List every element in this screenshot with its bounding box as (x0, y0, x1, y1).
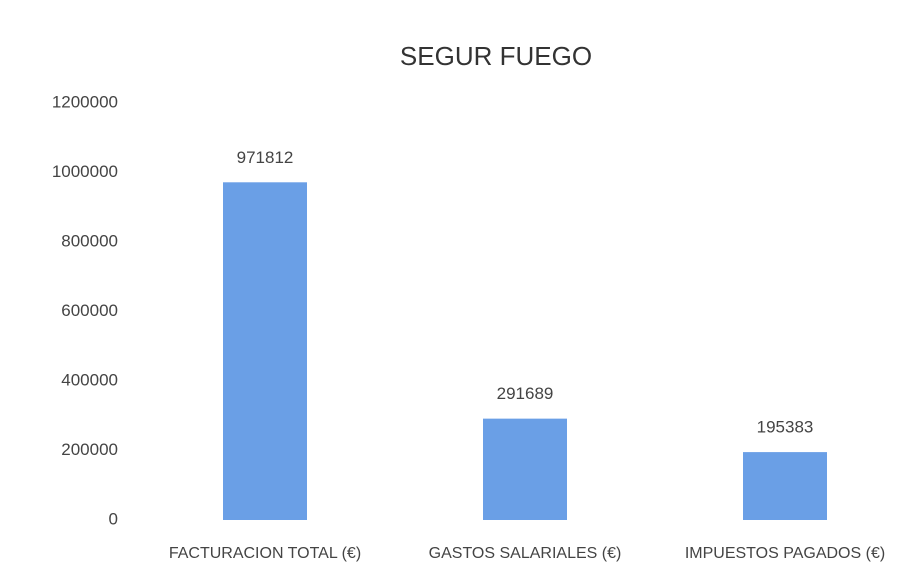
data-label: 291689 (497, 384, 554, 403)
bar (483, 418, 567, 520)
bar (223, 182, 307, 520)
y-tick-label: 1200000 (52, 92, 118, 111)
y-tick-label: 800000 (61, 231, 118, 250)
y-tick-label: 600000 (61, 301, 118, 320)
y-tick-label: 200000 (61, 440, 118, 459)
bar (743, 452, 827, 520)
x-tick-label: GASTOS SALARIALES (€) (429, 545, 622, 562)
y-tick-label: 0 (109, 509, 118, 528)
y-tick-label: 1000000 (52, 162, 118, 181)
data-label: 971812 (237, 148, 294, 167)
chart-title: SEGUR FUEGO (400, 41, 592, 71)
y-tick-label: 400000 (61, 370, 118, 389)
data-label: 195383 (757, 418, 814, 437)
x-tick-label: FACTURACION TOTAL (€) (169, 545, 361, 562)
x-tick-label: IMPUESTOS PAGADOS (€) (685, 545, 885, 562)
